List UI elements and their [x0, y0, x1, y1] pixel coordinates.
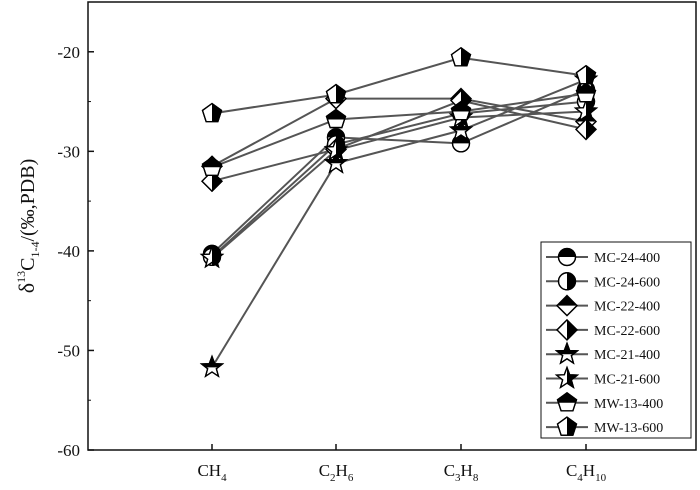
- y-axis-title: δ13C1-4/(‰,PDB): [14, 159, 42, 294]
- x-tick-label-main: C: [566, 461, 577, 480]
- x-tick-label-sub: 4: [221, 472, 227, 484]
- legend-label: MW-13-400: [594, 397, 663, 412]
- legend-marker-mc-22-600: [556, 318, 578, 341]
- x-tick-label: CH4: [197, 461, 227, 484]
- data-point-mc-21-400: [199, 354, 225, 378]
- series-line-mc-24-600: [211, 100, 587, 258]
- data-point-mc-21-600: [323, 137, 349, 161]
- series-line-mw-13-600: [211, 56, 587, 115]
- y-axis-title-rest: /(‰,PDB): [17, 159, 39, 242]
- x-tick-label-sub2: 6: [348, 472, 354, 484]
- plot-area: [87, 1, 697, 451]
- legend-marker-mc-21-400: [554, 341, 580, 365]
- series-lines: [211, 56, 587, 368]
- y-tick-label: -30: [57, 142, 80, 161]
- data-point-mc-22-600: [201, 170, 223, 193]
- data-point-mc-22-600: [575, 118, 597, 141]
- x-tick-label-sub: 3: [455, 472, 461, 484]
- legend-label: MC-24-400: [594, 251, 660, 266]
- x-axis: CH4 C2H6 C3H8 C4H10: [197, 444, 607, 484]
- data-point-mc-21-600: [573, 98, 599, 122]
- series-line-mc-22-400: [211, 97, 587, 168]
- x-tick-label-main: CH: [197, 461, 221, 480]
- legend: MC-24-400 MC-24-600 MC-22-400 MC-22-600 MC-2…: [540, 241, 692, 439]
- x-tick-label: C2H6: [319, 461, 354, 484]
- x-tick-label-main2: H: [336, 461, 348, 480]
- legend-label: MC-22-600: [594, 324, 660, 339]
- data-point-mw-13-400: [450, 100, 472, 121]
- legend-label: MC-24-600: [594, 275, 660, 290]
- legend-marker-mc-24-600: [557, 272, 577, 291]
- x-tick-label-main2: H: [583, 461, 595, 480]
- data-point-mw-13-600: [201, 102, 223, 123]
- y-axis-title-sub: 1-4: [28, 242, 42, 258]
- y-axis-title-delta: δ: [14, 283, 39, 293]
- data-point-mw-13-600: [575, 64, 597, 85]
- x-tick-label-sub2: 8: [473, 472, 479, 484]
- x-tick-label-main: C: [444, 461, 455, 480]
- series-line-mc-21-400: [211, 78, 587, 368]
- y-axis-title-c: C: [17, 258, 39, 271]
- x-tick-label-main2: H: [461, 461, 473, 480]
- legend-marker-mw-13-600: [556, 416, 578, 436]
- legend-label: MC-21-600: [594, 373, 660, 388]
- legend-marker-mc-24-400: [557, 247, 577, 267]
- data-point-mw-13-400: [575, 82, 597, 103]
- y-tick-label: -50: [57, 341, 80, 360]
- y-tick-label: -20: [57, 43, 80, 62]
- series-markers: [199, 46, 599, 378]
- y-tick-label: -40: [57, 242, 80, 261]
- legend-label: MC-21-400: [594, 348, 660, 363]
- data-point-mc-21-400: [323, 150, 349, 174]
- data-point-mw-13-400: [325, 108, 347, 129]
- legend-label: MC-22-400: [594, 300, 660, 315]
- legend-label: MW-13-600: [594, 421, 663, 436]
- legend-marker-mc-22-400: [556, 294, 578, 317]
- y-tick-label: -60: [57, 441, 80, 460]
- data-point-mw-13-600: [450, 46, 472, 67]
- series-line-mc-21-600: [211, 110, 587, 259]
- data-point-mc-21-400: [448, 117, 474, 141]
- legend-marker-mc-21-600: [554, 365, 580, 389]
- x-tick-label-main: C: [319, 461, 330, 480]
- legend-marker-mw-13-400: [556, 391, 578, 412]
- y-axis-title-sup: 13: [14, 271, 28, 283]
- x-tick-label-sub: 4: [577, 472, 583, 484]
- data-point-mw-13-400: [201, 156, 223, 177]
- y-axis: -60 -50 -40 -30 -20: [57, 43, 94, 460]
- series-line-mw-13-400: [211, 92, 587, 169]
- data-point-mc-21-600: [199, 244, 225, 269]
- x-tick-label: C3H8: [444, 461, 479, 484]
- x-tick-label-sub: 2: [330, 472, 336, 484]
- series-line-mc-24-400: [211, 88, 587, 255]
- x-tick-label: C4H10: [566, 461, 607, 484]
- data-point-mw-13-600: [325, 83, 347, 104]
- x-tick-label-sub2: 10: [595, 472, 607, 484]
